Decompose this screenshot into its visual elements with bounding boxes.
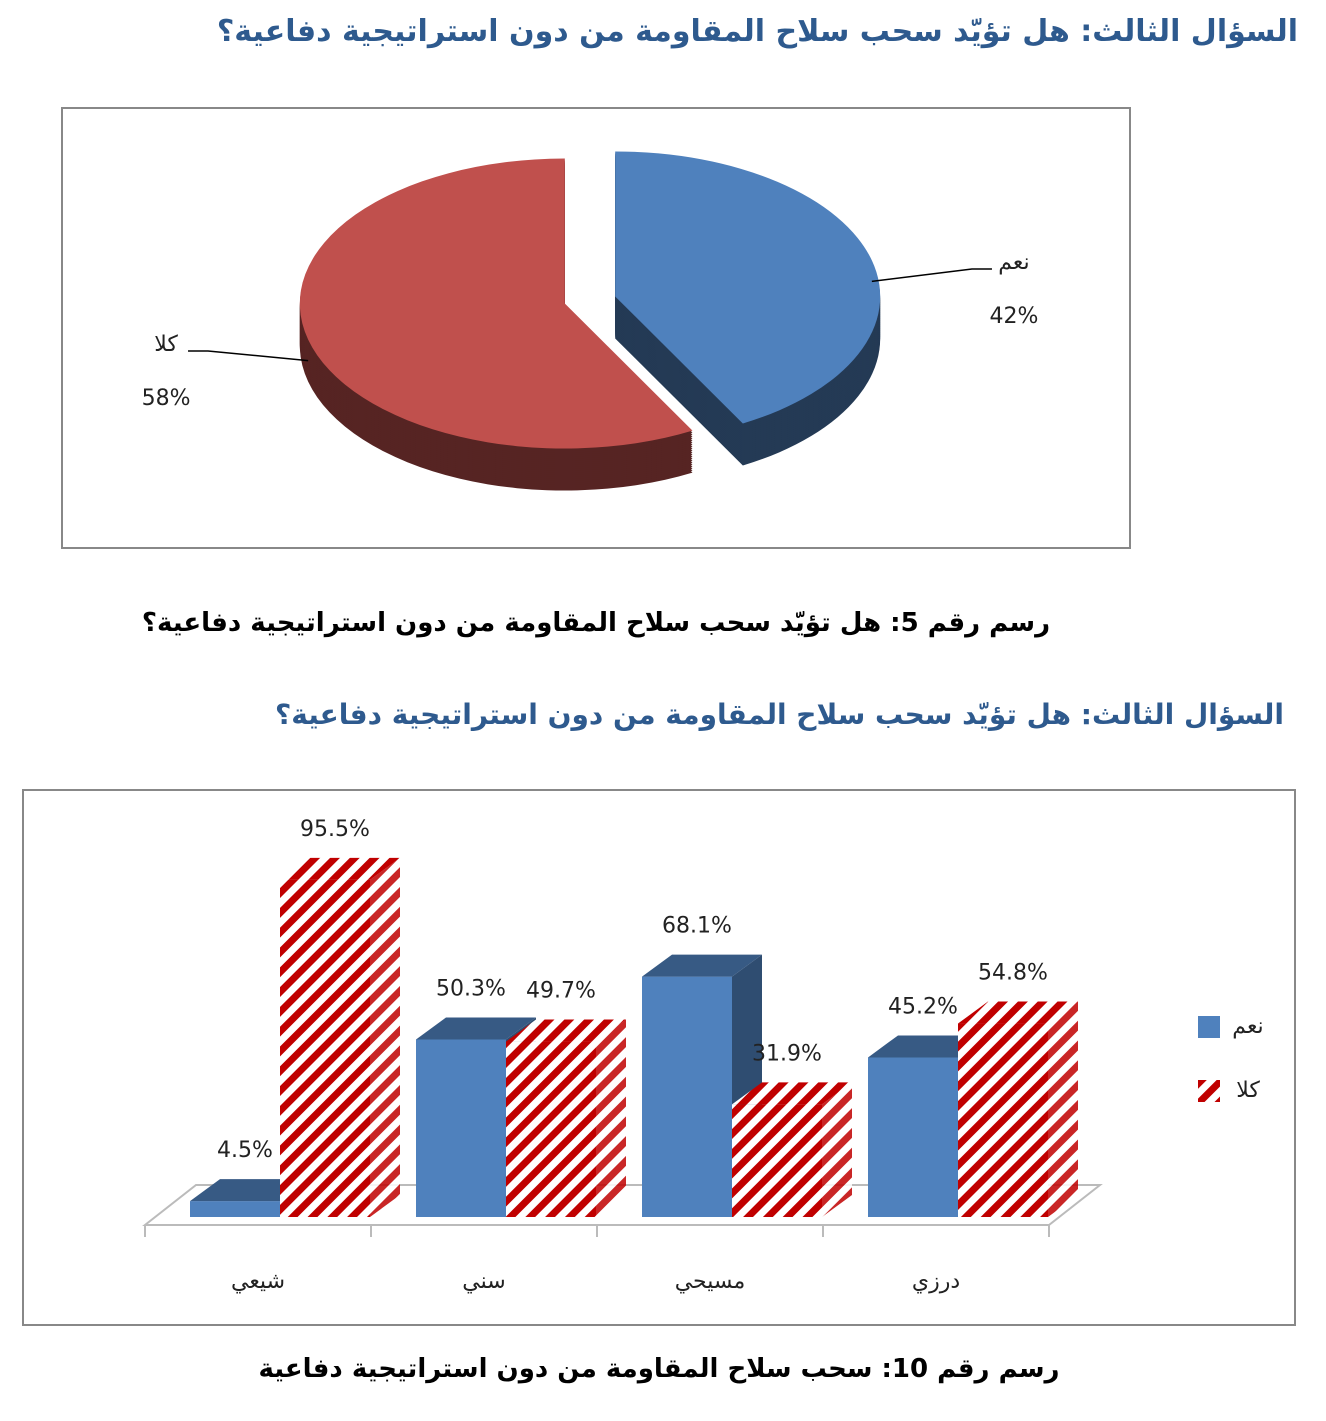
bar [190, 1201, 280, 1217]
bar [958, 1023, 1048, 1217]
heading: السؤال الثالث: هل تؤيّد سحب سلاح المقاوم… [216, 14, 1298, 49]
bar-top [642, 954, 762, 977]
bar-side [370, 857, 400, 1217]
leader-line [188, 350, 309, 362]
heading: السؤال الثالث: هل تؤيّد سحب سلاح المقاوم… [274, 698, 1284, 731]
caption: رسم رقم 5: هل تؤيّد سحب سلاح المقاومة من… [141, 608, 1051, 638]
bar [280, 879, 370, 1217]
bar [506, 1041, 596, 1217]
value-label: 50.3% [436, 976, 506, 1001]
bar [416, 1039, 506, 1217]
value-label: 42% [990, 304, 1039, 329]
bar-side [1048, 1001, 1078, 1217]
bar-top [732, 1082, 852, 1105]
x-tick-label: مسيحي [675, 1269, 746, 1294]
caption: رسم رقم 10: سحب سلاح المقاومة من دون است… [258, 1354, 1060, 1384]
x-tick-label: شيعي [231, 1269, 285, 1294]
value-label: 95.5% [300, 817, 370, 842]
slice [615, 151, 881, 424]
slice-label: كلا [154, 332, 178, 357]
legend-label: نعم [1232, 1014, 1263, 1039]
pie-frame [61, 107, 1131, 549]
bar [732, 1104, 822, 1217]
bar-top [280, 857, 400, 880]
value-label: 68.1% [662, 914, 732, 939]
value-label: 4.5% [217, 1138, 273, 1163]
value-label: 45.2% [888, 994, 958, 1019]
slice [299, 158, 693, 449]
value-label: 58% [142, 386, 191, 411]
legend-swatch [1198, 1080, 1220, 1102]
value-label: 54.8% [978, 961, 1048, 986]
bar [642, 976, 732, 1217]
bar-side [596, 1019, 626, 1217]
floor-ticks [144, 1225, 1050, 1237]
value-label: 49.7% [526, 979, 596, 1004]
value-label: 31.9% [752, 1041, 822, 1066]
bar-top [958, 1001, 1078, 1024]
leader-line [871, 268, 992, 283]
legend-label: كلا [1236, 1078, 1260, 1103]
x-tick-label: درزي [912, 1269, 960, 1294]
legend-swatch [1198, 1016, 1220, 1038]
x-tick-label: سني [462, 1269, 505, 1294]
slice-label: نعم [998, 250, 1029, 275]
bar-top [416, 1017, 536, 1040]
bar-top [506, 1019, 626, 1042]
bar [868, 1057, 958, 1217]
bar-side [822, 1082, 852, 1217]
bar-frame [22, 789, 1296, 1326]
